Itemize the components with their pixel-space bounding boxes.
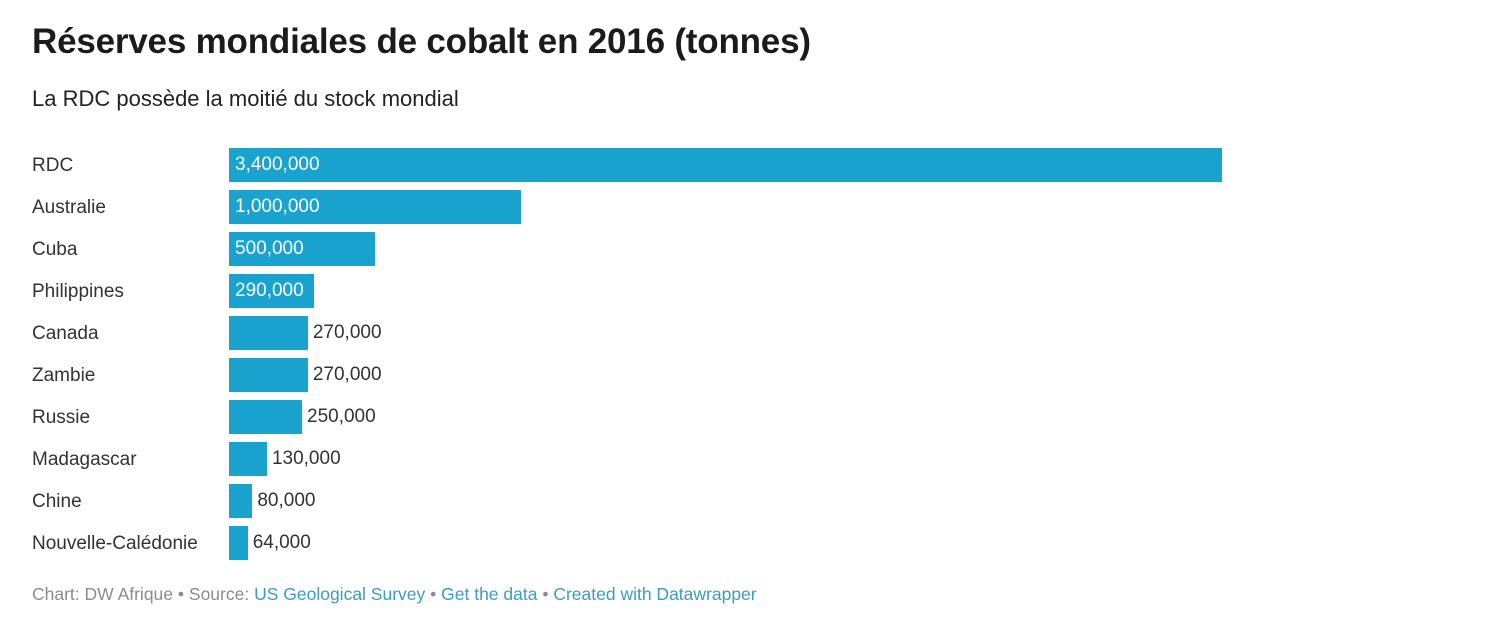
source-link[interactable]: US Geological Survey — [254, 584, 426, 604]
bar — [229, 316, 308, 350]
chart-subtitle: La RDC possède la moitié du stock mondia… — [32, 86, 459, 111]
bar-row: Madagascar 130,000 — [0, 442, 1502, 478]
datawrapper-link[interactable]: Created with Datawrapper — [553, 584, 757, 604]
chart-footer: Chart: DW Afrique • Source: US Geologica… — [32, 584, 757, 605]
bar-row: Australie 1,000,000 — [0, 190, 1502, 226]
value-label: 500,000 — [235, 238, 304, 259]
footer-separator: • — [537, 584, 554, 604]
get-data-link[interactable]: Get the data — [441, 584, 538, 604]
value-label: 270,000 — [312, 322, 382, 343]
footer-separator: • — [173, 584, 189, 604]
bar — [229, 526, 248, 560]
category-label: Cuba — [32, 239, 78, 260]
category-label: Madagascar — [32, 449, 137, 470]
category-label: Russie — [32, 407, 91, 428]
source-prefix: Source: — [188, 584, 255, 604]
bar — [229, 148, 1222, 182]
bar — [229, 274, 314, 308]
bar — [229, 358, 308, 392]
bar-row: Russie 250,000 — [0, 400, 1502, 436]
category-label: Canada — [32, 323, 99, 344]
value-label: 250,000 — [307, 406, 376, 427]
chart-credit: Chart: DW Afrique — [32, 584, 174, 604]
bar-row: Canada 270,000 — [0, 316, 1502, 352]
value-label: 64,000 — [252, 532, 311, 553]
bar-row: RDC 3,400,000 — [0, 148, 1502, 184]
bar — [229, 400, 302, 434]
bar — [229, 232, 376, 266]
category-label: Chine — [32, 491, 82, 512]
value-label: 80,000 — [257, 490, 316, 511]
bar — [229, 484, 253, 518]
value-label: 270,000 — [312, 364, 382, 385]
category-label: Philippines — [32, 281, 124, 302]
bar-row: Cuba 500,000 — [0, 232, 1502, 268]
value-label: 1,000,000 — [235, 196, 320, 217]
category-label: Australie — [32, 197, 106, 218]
footer-separator: • — [425, 584, 442, 604]
chart-title: Réserves mondiales de cobalt en 2016 (to… — [32, 22, 811, 61]
value-label: 290,000 — [235, 280, 304, 301]
bar-row: Zambie 270,000 — [0, 358, 1502, 394]
bar — [229, 190, 522, 224]
value-label: 130,000 — [271, 448, 341, 469]
category-label: RDC — [32, 155, 74, 176]
bar-row: Chine 80,000 — [0, 484, 1502, 520]
category-label: Nouvelle-Calédonie — [32, 533, 198, 554]
value-label: 3,400,000 — [235, 154, 320, 175]
bar — [229, 442, 267, 476]
bar-row: Nouvelle-Calédonie 64,000 — [0, 526, 1502, 562]
category-label: Zambie — [32, 365, 96, 386]
bar-row: Philippines 290,000 — [0, 274, 1502, 310]
